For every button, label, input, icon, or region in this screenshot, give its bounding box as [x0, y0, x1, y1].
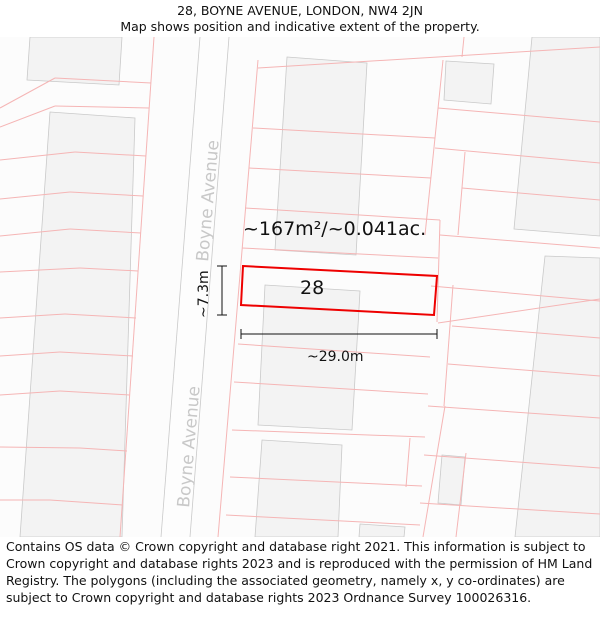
plot-number-label: 28: [300, 277, 324, 299]
parcel-boundaries: [0, 37, 600, 537]
width-dimension-label: ~7.3m: [196, 270, 212, 318]
property-map[interactable]: Boyne Avenue Boyne Avenue ~167m²/~0.041a…: [0, 37, 600, 537]
property-address: 28, BOYNE AVENUE, LONDON, NW4 2JN: [177, 3, 423, 18]
dimension-lines: [217, 265, 438, 339]
area-label: ~167m²/~0.041ac.: [243, 218, 426, 240]
length-dimension-label: ~29.0m: [307, 349, 364, 365]
map-subtitle: Map shows position and indicative extent…: [120, 19, 480, 34]
attribution-text: Contains OS data © Crown copyright and d…: [6, 539, 593, 605]
road-boyne-avenue: [160, 37, 230, 537]
map-canvas: Boyne Avenue Boyne Avenue ~167m²/~0.041a…: [0, 37, 600, 537]
map-header: 28, BOYNE AVENUE, LONDON, NW4 2JN Map sh…: [0, 0, 600, 37]
property-outline-28[interactable]: [239, 264, 439, 317]
